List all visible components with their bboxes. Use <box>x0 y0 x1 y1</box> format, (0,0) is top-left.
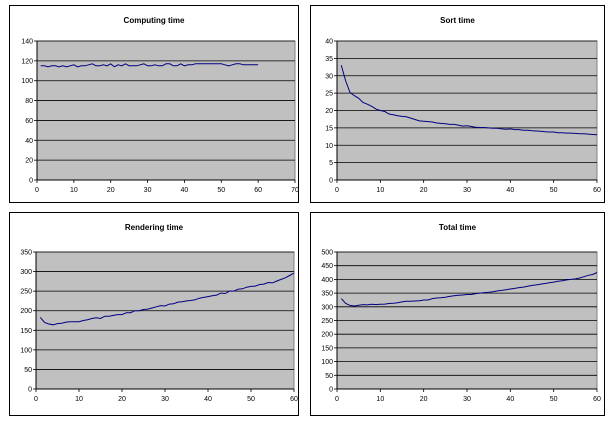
x-tick-label: 10 <box>376 396 384 403</box>
y-tick-label: 0 <box>329 178 333 185</box>
x-tick-label: 40 <box>181 187 189 194</box>
y-tick-label: 10 <box>325 143 333 150</box>
x-tick-label: 30 <box>463 187 471 194</box>
y-tick-label: 150 <box>20 328 32 335</box>
x-tick-label: 10 <box>75 396 83 403</box>
x-tick-label: 50 <box>217 187 225 194</box>
x-tick-label: 40 <box>506 396 514 403</box>
chart-panel-rendering: Rendering time 0 50 100 150 200 250 300 350 0 10 2… <box>9 212 299 416</box>
chart-svg: 0 50 100 150 200 250 300 350 400 450 500 0 10 20 30 40 5… <box>321 250 601 404</box>
y-tick-label: 200 <box>20 308 32 315</box>
y-tick-label: 120 <box>21 58 33 65</box>
chart-panel-total: Total time 0 50 100 150 200 250 300 350 400 450 50… <box>310 212 605 416</box>
y-tick-label: 0 <box>329 387 333 394</box>
y-tick-label: 150 <box>321 345 333 352</box>
x-tick-label: 20 <box>420 396 428 403</box>
chart-title: Rendering time <box>124 223 184 232</box>
chart-svg: 0 20 40 60 80 100 120 140 0 10 20 30 40 50 60 70 <box>21 39 299 195</box>
y-tick-label: 100 <box>321 359 333 366</box>
y-tick-label: 5 <box>329 160 333 167</box>
series-line <box>340 272 598 307</box>
x-tick-label: 20 <box>420 187 428 194</box>
y-tick-label: 140 <box>21 39 33 46</box>
x-tick-label: 60 <box>254 187 262 194</box>
x-tick-label: 50 <box>550 396 558 403</box>
y-tick-label: 400 <box>321 277 333 284</box>
plot-area <box>35 251 295 390</box>
y-tick-label: 200 <box>321 332 333 339</box>
x-tick-label: 60 <box>290 396 298 403</box>
y-tick-label: 80 <box>25 98 33 105</box>
x-tick-label: 70 <box>291 187 299 194</box>
y-tick-label: 0 <box>29 178 33 185</box>
y-tick-label: 20 <box>325 108 333 115</box>
y-tick-label: 350 <box>20 250 32 257</box>
x-tick-label: 0 <box>35 187 39 194</box>
x-tick-label: 10 <box>376 187 384 194</box>
chart-svg: 0 50 100 150 200 250 300 350 0 10 20 30 40 50 60 <box>20 250 298 404</box>
y-tick-label: 100 <box>21 78 33 85</box>
x-tick-label: 60 <box>593 187 601 194</box>
x-tick-label: 30 <box>463 396 471 403</box>
x-tick-label: 20 <box>118 396 126 403</box>
chart-svg: 0 5 10 15 20 25 30 35 40 0 10 20 30 40 50 60 <box>325 39 601 195</box>
y-tick-label: 40 <box>25 138 33 145</box>
chart-panel-sort: Sort time 0 5 10 15 20 25 30 35 40 0 10 20 30 40 50 60 <box>310 5 605 203</box>
y-tick-label: 50 <box>325 373 333 380</box>
x-tick-label: 0 <box>335 187 339 194</box>
y-tick-label: 35 <box>325 56 333 63</box>
x-tick-label: 0 <box>34 396 38 403</box>
x-tick-label: 0 <box>335 396 339 403</box>
y-tick-label: 300 <box>321 304 333 311</box>
y-tick-label: 50 <box>24 367 32 374</box>
series-line <box>40 63 259 68</box>
x-tick-label: 30 <box>161 396 169 403</box>
y-tick-label: 100 <box>20 347 32 354</box>
y-tick-label: 20 <box>25 158 33 165</box>
x-tick-label: 40 <box>506 187 514 194</box>
y-tick-label: 250 <box>321 318 333 325</box>
x-tick-label: 50 <box>550 187 558 194</box>
series-line <box>340 65 598 136</box>
y-tick-label: 500 <box>321 250 333 257</box>
y-tick-label: 40 <box>325 39 333 46</box>
x-tick-label: 30 <box>144 187 152 194</box>
x-tick-label: 40 <box>204 396 212 403</box>
x-tick-label: 50 <box>247 396 255 403</box>
chart-title: Sort time <box>440 16 475 25</box>
y-tick-label: 250 <box>20 289 32 296</box>
x-tick-label: 60 <box>593 396 601 403</box>
x-tick-label: 10 <box>70 187 78 194</box>
plot-area <box>36 40 296 181</box>
y-tick-label: 350 <box>321 291 333 298</box>
y-tick-label: 450 <box>321 263 333 270</box>
y-tick-label: 300 <box>20 269 32 276</box>
chart-title: Computing time <box>123 16 185 25</box>
y-tick-label: 60 <box>25 118 33 125</box>
chart-panel-computing: Computing time 0 20 40 60 80 100 120 140 0 10 20 30… <box>9 5 299 203</box>
y-tick-label: 15 <box>325 125 333 132</box>
chart-title: Total time <box>438 223 477 232</box>
y-tick-label: 0 <box>28 387 32 394</box>
y-tick-label: 30 <box>325 73 333 80</box>
series-line <box>39 272 295 326</box>
x-tick-label: 20 <box>107 187 115 194</box>
y-tick-label: 25 <box>325 91 333 98</box>
